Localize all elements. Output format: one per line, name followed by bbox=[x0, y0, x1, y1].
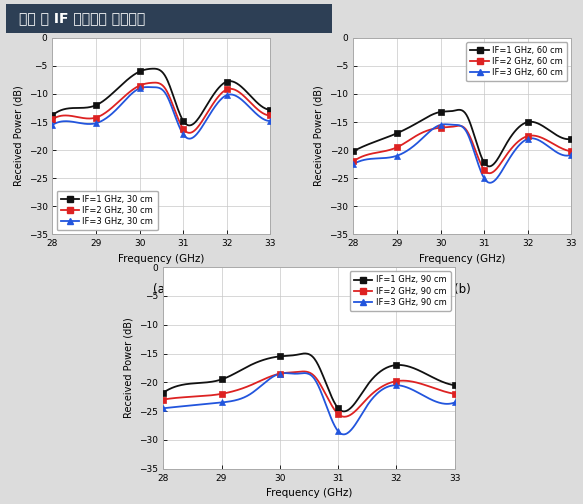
Text: (b): (b) bbox=[454, 283, 470, 296]
X-axis label: Frequency (GHz): Frequency (GHz) bbox=[419, 254, 505, 264]
X-axis label: Frequency (GHz): Frequency (GHz) bbox=[266, 488, 352, 498]
Text: 거리 및 IF 주파수별 수신전력: 거리 및 IF 주파수별 수신전력 bbox=[19, 11, 145, 25]
Legend: IF=1 GHz, 60 cm, IF=2 GHz, 60 cm, IF=3 GHz, 60 cm: IF=1 GHz, 60 cm, IF=2 GHz, 60 cm, IF=3 G… bbox=[466, 42, 567, 82]
Legend: IF=1 GHz, 30 cm, IF=2 GHz, 30 cm, IF=3 GHz, 30 cm: IF=1 GHz, 30 cm, IF=2 GHz, 30 cm, IF=3 G… bbox=[57, 191, 157, 230]
Legend: IF=1 GHz, 90 cm, IF=2 GHz, 90 cm, IF=3 GHz, 90 cm: IF=1 GHz, 90 cm, IF=2 GHz, 90 cm, IF=3 G… bbox=[350, 271, 451, 311]
Y-axis label: Received Power (dB): Received Power (dB) bbox=[314, 86, 324, 186]
Y-axis label: Received Power (dB): Received Power (dB) bbox=[124, 318, 134, 418]
Y-axis label: Received Power (dB): Received Power (dB) bbox=[13, 86, 23, 186]
Text: (a): (a) bbox=[153, 283, 170, 296]
X-axis label: Frequency (GHz): Frequency (GHz) bbox=[118, 254, 205, 264]
